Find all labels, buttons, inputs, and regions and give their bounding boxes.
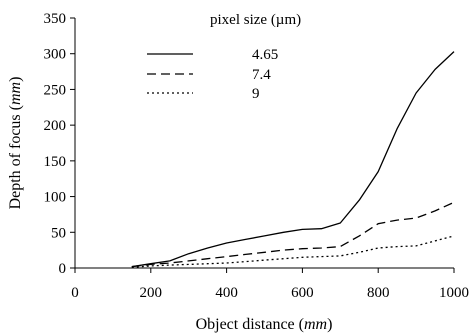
x-tick-label: 1000 <box>439 285 469 301</box>
legend-label-2: 7.4 <box>252 67 271 83</box>
plot-area: 0 50 100 150 200 250 300 350 0 200 400 600 800 1000 <box>44 11 470 301</box>
series-line-3 <box>131 235 455 268</box>
y-tick-label: 300 <box>44 47 67 63</box>
y-tick-label: 250 <box>44 82 67 98</box>
y-tick-label: 50 <box>51 225 66 241</box>
series-line-2 <box>131 201 455 268</box>
x-axis-title: Object distance (mm) <box>196 316 333 333</box>
legend: pixel size (µm) 4.65 7.4 9 <box>147 12 301 102</box>
series-line-1 <box>131 51 455 268</box>
y-tick-label: 150 <box>44 154 67 170</box>
legend-title: pixel size (µm) <box>210 12 301 28</box>
y-tick-label: 100 <box>44 190 67 206</box>
x-tick-label: 200 <box>140 285 163 301</box>
x-tick-label: 400 <box>215 285 238 301</box>
legend-label-1: 4.65 <box>252 47 278 63</box>
y-tick-label: 0 <box>59 261 67 277</box>
y-tick-label: 200 <box>44 118 67 134</box>
y-tick-label: 350 <box>44 11 67 27</box>
x-tick-label: 600 <box>291 285 314 301</box>
legend-label-3: 9 <box>252 86 260 102</box>
x-tick-label: 800 <box>367 285 390 301</box>
y-axis-title: Depth of focus (mm) <box>7 77 24 210</box>
x-tick-label: 0 <box>71 285 79 301</box>
